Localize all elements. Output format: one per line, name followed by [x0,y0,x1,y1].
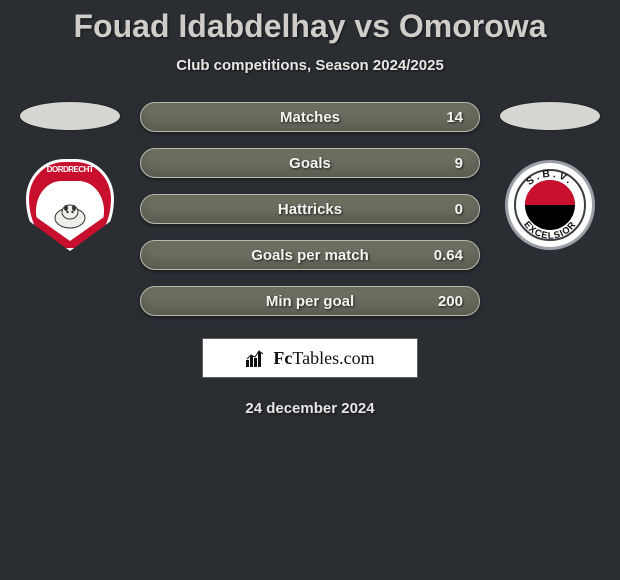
comparison-card: Fouad Idabdelhay vs Omorowa Club competi… [0,0,620,417]
stat-label: Goals per match [251,247,369,264]
date-text: 24 december 2024 [0,400,620,417]
center-circle [525,180,575,230]
stat-label: Min per goal [266,293,354,310]
stat-label: Hattricks [278,201,342,218]
brand-text: FcTables.com [273,348,374,369]
sheep-icon [49,201,91,231]
stat-value: 0.64 [434,247,463,264]
left-ellipse [20,102,120,130]
stat-value: 9 [455,155,463,172]
dordrecht-badge: DORDRECHT [25,160,115,250]
stat-value: 0 [455,201,463,218]
main-row: DORDRECHT Matches 14 [0,102,620,316]
season-subtitle: Club competitions, Season 2024/2025 [0,57,620,74]
right-ellipse [500,102,600,130]
stat-row-goals: Goals 9 [140,148,480,178]
bars-icon [245,348,267,368]
stat-label: Goals [289,155,331,172]
stat-row-min-per-goal: Min per goal 200 [140,286,480,316]
brand-suffix: Tables.com [292,348,374,368]
stat-value: 200 [438,293,463,310]
brand-prefix: Fc [273,348,292,368]
dordrecht-label: DORDRECHT [26,165,114,174]
right-column: S.B.V. EXCELSIOR [500,102,600,250]
stat-row-matches: Matches 14 [140,102,480,132]
stat-row-goals-per-match: Goals per match 0.64 [140,240,480,270]
page-title: Fouad Idabdelhay vs Omorowa [0,8,620,45]
brand-box[interactable]: FcTables.com [202,338,418,378]
excelsior-badge: S.B.V. EXCELSIOR [505,160,595,250]
stats-column: Matches 14 Goals 9 Hattricks 0 Goals per… [140,102,480,316]
left-column: DORDRECHT [20,102,120,250]
stat-value: 14 [446,109,463,126]
stat-row-hattricks: Hattricks 0 [140,194,480,224]
stat-label: Matches [280,109,340,126]
